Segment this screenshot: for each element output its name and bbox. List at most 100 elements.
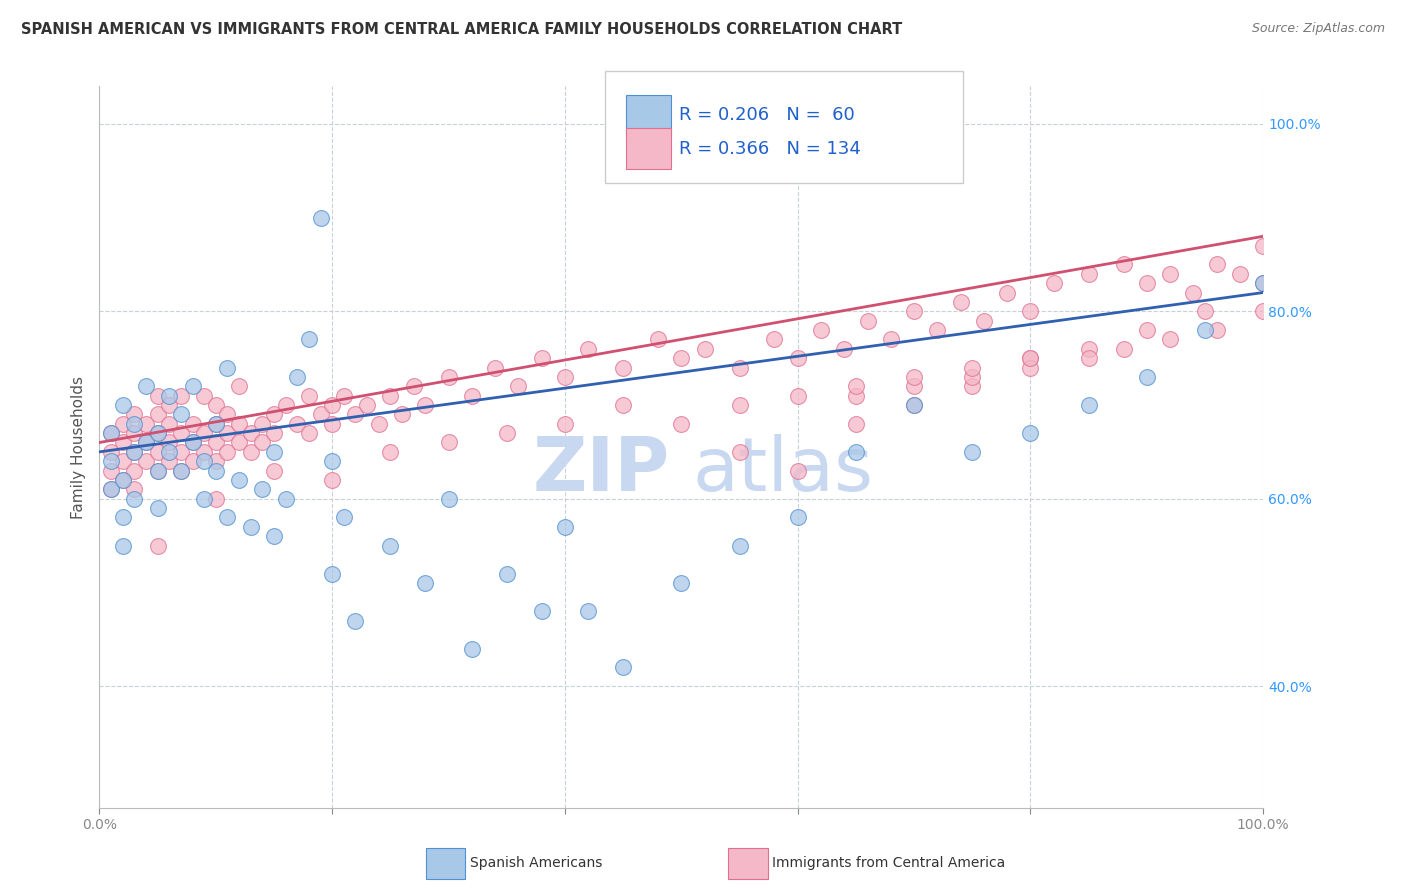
Point (333, 510, 356, 524)
Point (157, 417, 180, 431)
Point (204, 417, 226, 431)
Point (193, 454, 215, 468)
Point (962, 370, 984, 384)
Point (124, 417, 146, 431)
Point (146, 426, 169, 441)
Point (380, 389, 402, 403)
Point (1194, 304, 1216, 318)
Point (170, 464, 193, 478)
Point (845, 379, 868, 393)
Point (1205, 323, 1227, 337)
Point (228, 379, 250, 393)
Text: R = 0.366   N = 134: R = 0.366 N = 134 (679, 140, 860, 158)
Point (124, 464, 146, 478)
Point (1019, 360, 1042, 375)
Text: Spanish Americans: Spanish Americans (470, 856, 602, 871)
Point (903, 398, 925, 412)
Point (1182, 285, 1205, 300)
Point (298, 389, 321, 403)
Point (927, 323, 949, 337)
Text: SPANISH AMERICAN VS IMMIGRANTS FROM CENTRAL AMERICA FAMILY HOUSEHOLDS CORRELATIO: SPANISH AMERICAN VS IMMIGRANTS FROM CENT… (21, 22, 903, 37)
Point (413, 398, 436, 412)
Point (554, 370, 576, 384)
Point (962, 379, 984, 393)
Point (321, 454, 343, 468)
Point (239, 426, 262, 441)
Text: Immigrants from Central America: Immigrants from Central America (772, 856, 1005, 871)
Point (111, 435, 134, 450)
Point (263, 529, 285, 543)
Point (157, 454, 180, 468)
Point (135, 379, 157, 393)
Point (124, 408, 146, 422)
Point (1112, 257, 1135, 271)
Point (111, 510, 134, 524)
Point (217, 408, 239, 422)
Point (146, 408, 169, 422)
Point (671, 351, 693, 366)
Point (344, 408, 367, 422)
Point (181, 454, 204, 468)
Point (204, 417, 226, 431)
Point (508, 379, 530, 393)
Point (495, 566, 517, 581)
Point (728, 539, 751, 553)
Point (356, 398, 378, 412)
Point (146, 426, 169, 441)
Point (193, 426, 215, 441)
Point (437, 491, 460, 506)
Point (786, 464, 808, 478)
Point (135, 435, 157, 450)
Point (146, 464, 169, 478)
Point (763, 332, 786, 346)
Point (728, 360, 751, 375)
Point (530, 351, 553, 366)
Point (845, 417, 868, 431)
Point (193, 491, 215, 506)
Point (135, 435, 157, 450)
Point (181, 435, 204, 450)
Point (728, 398, 751, 412)
Point (1159, 332, 1181, 346)
Point (124, 426, 146, 441)
Point (1019, 426, 1042, 441)
Point (228, 435, 250, 450)
Point (239, 520, 262, 534)
Point (181, 435, 204, 450)
Point (309, 211, 332, 225)
Point (1019, 351, 1042, 366)
Point (124, 445, 146, 459)
Point (903, 304, 925, 318)
Point (100, 454, 122, 468)
Point (461, 641, 484, 656)
Text: Source: ZipAtlas.com: Source: ZipAtlas.com (1251, 22, 1385, 36)
Point (1019, 351, 1042, 366)
Point (321, 417, 343, 431)
Point (170, 426, 193, 441)
Point (693, 342, 716, 356)
Point (1042, 276, 1064, 290)
Point (157, 435, 180, 450)
Point (252, 417, 274, 431)
Point (1136, 370, 1159, 384)
Point (285, 370, 308, 384)
Point (1251, 238, 1274, 252)
Point (845, 445, 868, 459)
Point (204, 435, 226, 450)
Text: R = 0.206   N =  60: R = 0.206 N = 60 (679, 106, 855, 124)
Point (367, 417, 389, 431)
Point (285, 417, 308, 431)
Point (170, 445, 193, 459)
Point (170, 464, 193, 478)
Point (1112, 342, 1135, 356)
Point (124, 491, 146, 506)
Point (204, 454, 226, 468)
Point (437, 435, 460, 450)
Point (1251, 304, 1274, 318)
Point (217, 426, 239, 441)
Point (204, 464, 226, 478)
Point (146, 445, 169, 459)
Point (321, 566, 343, 581)
Point (856, 313, 879, 327)
Point (1077, 398, 1099, 412)
